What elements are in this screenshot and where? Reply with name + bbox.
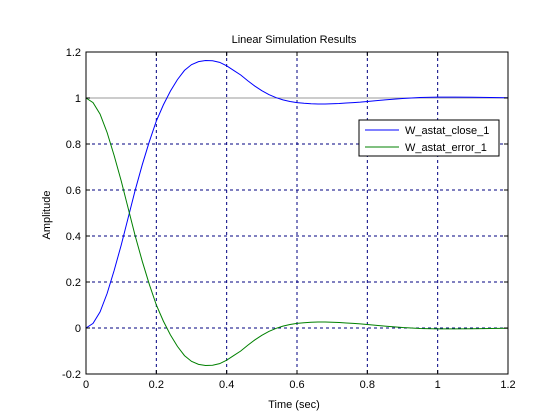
y-tick-label: -0.2 <box>62 369 81 381</box>
legend-entry: W_astat_close_1 <box>405 125 489 137</box>
x-tick-label: 0 <box>83 379 89 391</box>
series-line-2 <box>85 97 509 366</box>
y-tick-label: 0.6 <box>66 185 81 197</box>
x-tick-label: 0.8 <box>360 379 375 391</box>
y-tick-label: 0.4 <box>66 231 81 243</box>
series-layer <box>85 60 509 366</box>
axis-ticks: 0 0.2 0.4 0.6 0.8 1 1.2-0.200.20.40.60.811.2 <box>62 47 516 391</box>
x-axis-title: Time (sec) <box>268 399 320 411</box>
x-tick-label: 1.2 <box>500 379 515 391</box>
y-tick-label: 1 <box>75 93 81 105</box>
x-tick-label: 0.2 <box>149 379 164 391</box>
x-tick-label: 0.6 <box>289 379 304 391</box>
y-tick-label: 1.2 <box>66 47 81 59</box>
legend: W_astat_close_1 W_astat_error_1 <box>358 119 500 157</box>
x-tick-label: 1 <box>435 379 441 391</box>
x-tick-label: 0.4 <box>219 379 234 391</box>
y-tick-label: 0 <box>75 323 81 335</box>
chart-title: Linear Simulation Results <box>232 34 357 46</box>
y-axis-title: Amplitude <box>41 191 53 240</box>
series-line-1 <box>85 60 509 329</box>
y-tick-label: 0.8 <box>66 139 81 151</box>
legend-box <box>358 119 500 157</box>
y-tick-label: 0.2 <box>66 277 81 289</box>
grid <box>86 52 508 374</box>
legend-entry: W_astat_error_1 <box>405 142 487 154</box>
